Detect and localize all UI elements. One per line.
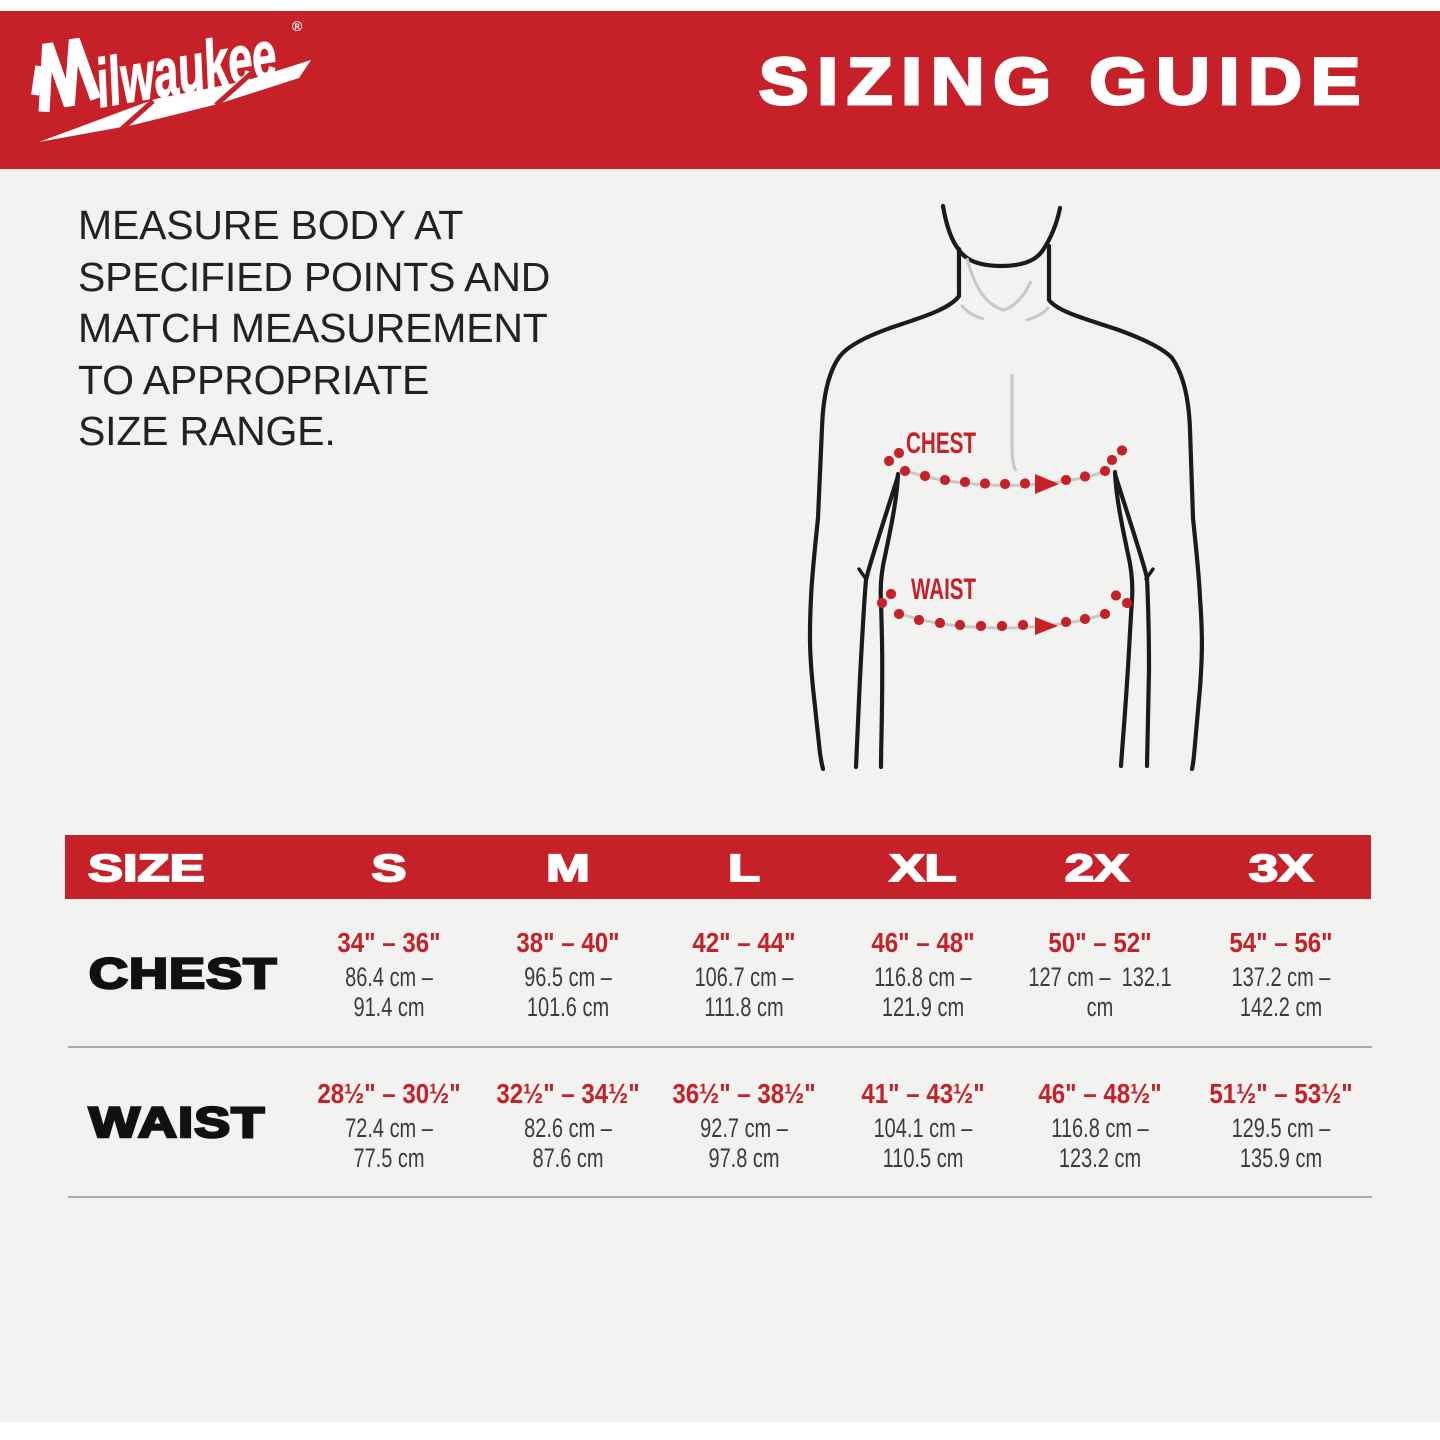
- svg-text:®: ®: [292, 18, 303, 34]
- svg-text:WAIST: WAIST: [911, 573, 976, 606]
- svg-text:CHEST: CHEST: [906, 427, 976, 460]
